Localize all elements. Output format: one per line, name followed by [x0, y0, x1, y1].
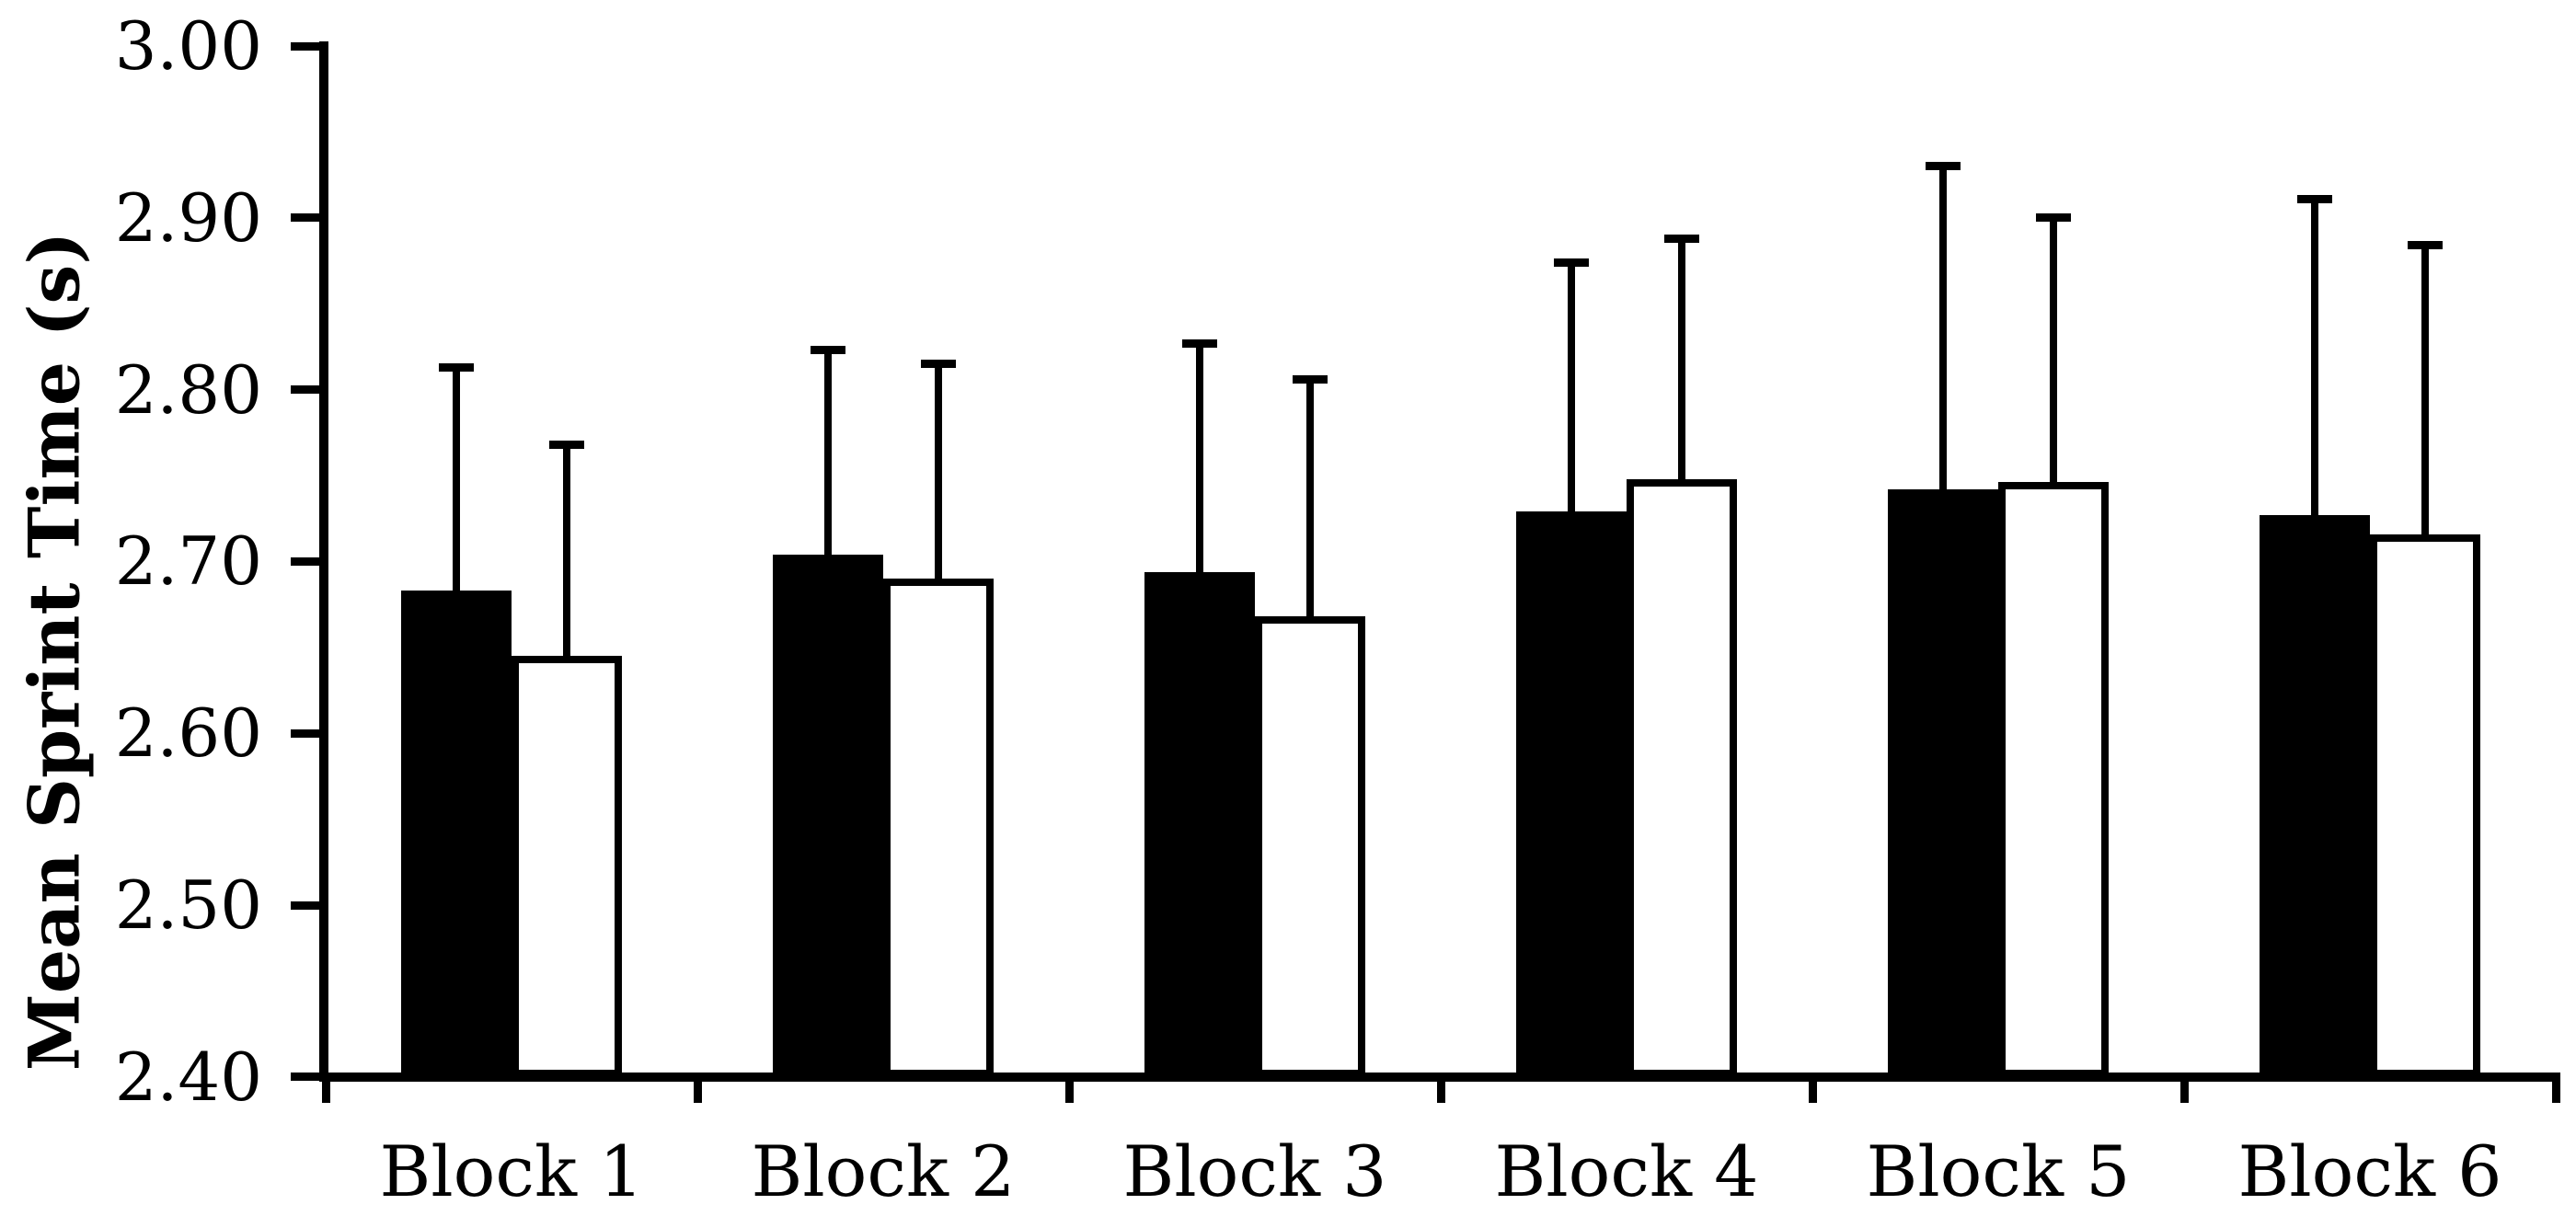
y-tick-label: 2.70 — [114, 522, 262, 601]
bar-open-2 — [883, 579, 994, 1077]
y-axis-line — [319, 41, 328, 1082]
y-tick-label: 2.80 — [114, 350, 262, 429]
error-bar-cap — [439, 362, 474, 372]
bar-filled-2 — [773, 554, 883, 1077]
y-tick — [291, 556, 319, 566]
error-bar-cap — [2408, 241, 2443, 250]
y-tick-label: 2.90 — [114, 178, 262, 257]
error-bar-shaft — [453, 367, 460, 591]
x-boundary-tick — [2179, 1073, 2189, 1103]
error-bar-cap — [1926, 162, 1961, 171]
error-bar-cap — [549, 440, 584, 449]
x-boundary-tick — [2551, 1073, 2560, 1103]
error-bar-cap — [1182, 338, 1217, 348]
bar-filled-4 — [1516, 511, 1627, 1077]
error-bar-shaft — [1306, 379, 1314, 617]
x-boundary-tick — [321, 1073, 330, 1103]
error-bar-shaft — [2311, 199, 2318, 515]
bar-open-3 — [1255, 616, 1365, 1077]
error-bar-cap — [2036, 213, 2071, 223]
y-tick-label: 3.00 — [114, 7, 262, 85]
x-boundary-tick — [1808, 1073, 1817, 1103]
error-bar-shaft — [1678, 238, 1685, 479]
x-category-label: Block 5 — [1866, 1130, 2131, 1212]
y-tick-label: 2.40 — [114, 1038, 262, 1116]
error-bar-shaft — [2421, 245, 2429, 534]
y-tick-label: 2.50 — [114, 866, 262, 944]
error-bar-shaft — [935, 363, 942, 579]
x-category-label: Block 2 — [751, 1130, 1016, 1212]
y-tick — [291, 41, 319, 51]
error-bar-cap — [1554, 258, 1589, 267]
x-category-label: Block 6 — [2237, 1130, 2502, 1212]
y-tick — [291, 728, 319, 738]
bar-open-4 — [1627, 478, 1737, 1077]
x-boundary-tick — [1436, 1073, 1445, 1103]
bar-open-5 — [1998, 482, 2109, 1077]
error-bar-shaft — [1196, 343, 1203, 572]
error-bar-cap — [1293, 374, 1328, 384]
error-bar-shaft — [1568, 262, 1575, 512]
x-category-label: Block 1 — [379, 1130, 644, 1212]
bar-open-1 — [512, 656, 622, 1077]
error-bar-cap — [811, 346, 845, 355]
x-boundary-tick — [693, 1073, 702, 1103]
error-bar-shaft — [2050, 217, 2057, 483]
error-bar-shaft — [824, 350, 832, 555]
error-bar-cap — [2297, 194, 2332, 203]
error-bar-shaft — [1939, 166, 1947, 489]
y-tick — [291, 213, 319, 223]
y-tick — [291, 901, 319, 910]
bar-filled-3 — [1144, 571, 1255, 1077]
x-category-label: Block 3 — [1122, 1130, 1387, 1212]
y-tick — [291, 1073, 319, 1082]
bar-filled-1 — [401, 591, 512, 1077]
bar-filled-6 — [2260, 514, 2370, 1077]
y-tick — [291, 385, 319, 395]
bar-open-6 — [2370, 533, 2480, 1077]
error-bar-cap — [921, 360, 956, 369]
x-category-label: Block 4 — [1494, 1130, 1759, 1212]
error-bar-shaft — [563, 444, 570, 657]
x-boundary-tick — [1064, 1073, 1074, 1103]
error-bar-cap — [1664, 234, 1699, 243]
y-tick-label: 2.60 — [114, 694, 262, 773]
bar-filled-5 — [1888, 488, 1998, 1077]
